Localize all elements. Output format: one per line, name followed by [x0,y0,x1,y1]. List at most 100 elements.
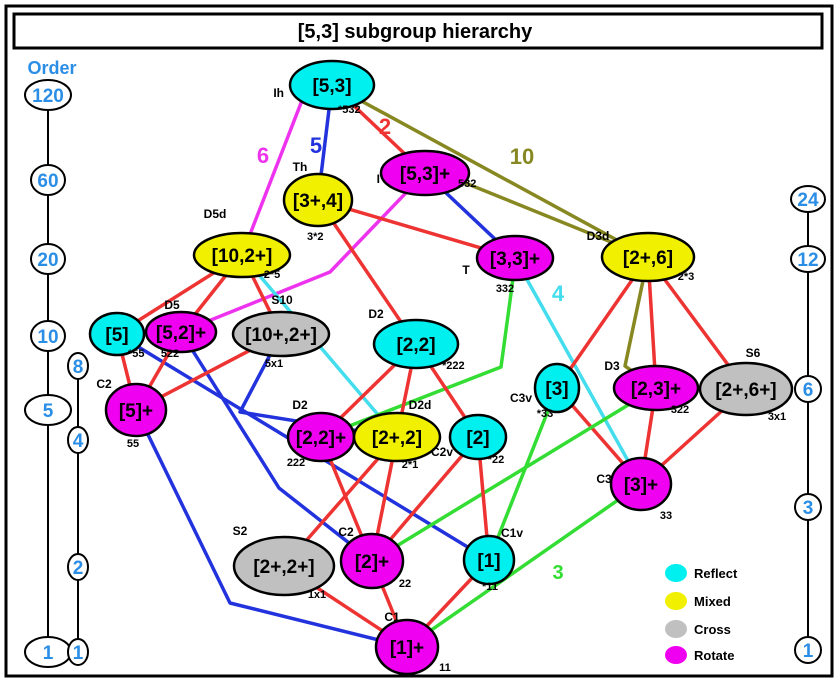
node-notation: [5,3] [312,76,351,97]
node-notation: [3] [545,379,568,400]
node-orbifold-label: 11 [439,662,451,674]
node-orbifold-label: 532 [458,178,476,190]
edge-n52p-n2p [179,331,374,563]
order-marker [30,320,66,352]
node-n1p: [1]+ C1 11 [374,610,451,676]
node-shape [144,310,218,354]
node-n2p6p: [2+,6+] S6 3x1 [698,346,794,423]
node-shape [104,382,168,438]
node-schoenflies-label: T [462,263,470,277]
node-n5p: [5]+ C2 55 [96,377,168,450]
node-shape [448,413,508,461]
index-label: 6 [257,143,269,168]
node-schoenflies-label: C3v [510,391,532,405]
node-orbifold-label: *11 [482,581,498,593]
edge-n3p-n1p [405,482,643,649]
node-shape [609,456,673,512]
order-value: 1 [803,641,814,662]
node-notation: [3+,4] [293,191,343,212]
node-orbifold-label: *33 [537,408,554,420]
node-orbifold-label: 332 [496,283,514,295]
order-value: 1 [43,643,54,664]
node-n3p4: [3+,4] Th 3*2 [282,160,354,243]
node-orbifold-label: 2*3 [678,271,695,283]
order-value: 8 [73,357,84,378]
node-orbifold-label: *22 [488,454,505,466]
node-orbifold-label: 322 [671,404,689,416]
order-marker [67,352,89,380]
node-schoenflies-label: D5 [164,298,180,312]
node-orbifold-label: 33 [660,510,672,522]
node-schoenflies-label: D5d [204,207,227,221]
node-schoenflies-label: C2 [96,377,112,391]
edge-n53p-n52p [180,171,427,334]
node-schoenflies-label: C1 [384,610,400,624]
node-schoenflies-label: C1v [501,526,523,540]
node-orbifold-label: 3*2 [307,231,324,243]
node-notation: [5] [105,325,128,346]
node-orbifold-label: 222 [287,457,305,469]
node-n10p2p: [10+,2+] S10 5x1 [231,293,331,370]
legend-label: Reflect [694,566,738,581]
node-notation: [2] [466,428,489,449]
legend-swatch [665,620,687,638]
order-value: 5 [43,401,54,422]
order-value: 10 [37,327,58,348]
order-value: 20 [37,250,58,271]
node-shape [231,310,331,358]
edge-n5p-n1p [134,409,408,649]
index-label: 3 [552,562,563,584]
node-schoenflies-label: Ih [273,86,284,100]
node-n2p: [2]+C2 22 [338,525,411,590]
index-label: 2 [379,114,391,139]
node-notation: [2+,6] [623,248,673,269]
order-marker [794,636,822,664]
order-marker [67,553,89,581]
node-shape [612,364,700,412]
edge-n53-n2p6 [331,83,649,259]
legend-swatch [665,592,687,610]
node-notation: [5]+ [119,401,153,422]
node-shape [232,535,336,597]
node-shape [192,231,292,279]
order-marker [30,164,66,196]
node-n22p: [2,2]+ D2 222 [286,398,356,469]
order-marker [790,185,826,213]
node-shape [533,362,581,414]
order-marker [794,375,822,403]
index-label: 5 [310,133,322,158]
node-n3: [3] C3v *33 [510,362,581,420]
node-schoenflies-label: I [377,172,380,186]
node-n52p: [5,2]+ D5 522 [144,298,218,360]
node-schoenflies-label: D3 [604,359,620,373]
edge-n3-n1 [487,387,559,561]
title-box [12,12,824,50]
order-marker [24,394,72,426]
order-marker [24,79,72,111]
node-n53p: [5,3]+ I 532 [377,149,476,197]
node-n2p2p: [2+,2+] S2 1x1 [232,524,336,601]
node-n33p: [3,3]+ T 332 [462,234,555,295]
diagram-title: [5,3] subgroup hierarchy [298,21,533,43]
legend: Reflect Mixed Cross Rotate [665,564,738,664]
order-value: 120 [32,86,64,107]
node-shape [372,318,460,370]
node-notation: [2,2]+ [296,428,346,449]
legend-label: Mixed [694,594,731,609]
node-shape [352,411,442,463]
node-schoenflies-label: C2v [431,445,453,459]
order-value: 1 [73,643,84,664]
node-notation: [2+,2] [372,428,422,449]
node-shape [462,534,516,586]
node-orbifold-label: 1x1 [308,589,326,601]
nodes-layer: [5,3]Ih*532[5,3]+I 532[3+,4]Th3*2[10,2+]D… [88,59,794,676]
node-schoenflies-label: C2 [338,525,354,539]
order-marker [30,243,66,275]
node-schoenflies-label: S6 [746,346,761,360]
node-schoenflies-label: D2d [409,398,432,412]
node-notation: [10+,2+] [245,325,317,346]
legend-label: Cross [694,622,731,637]
node-schoenflies-label: D2 [368,307,384,321]
node-n23p: [2,3]+ D3 322 [604,359,700,416]
